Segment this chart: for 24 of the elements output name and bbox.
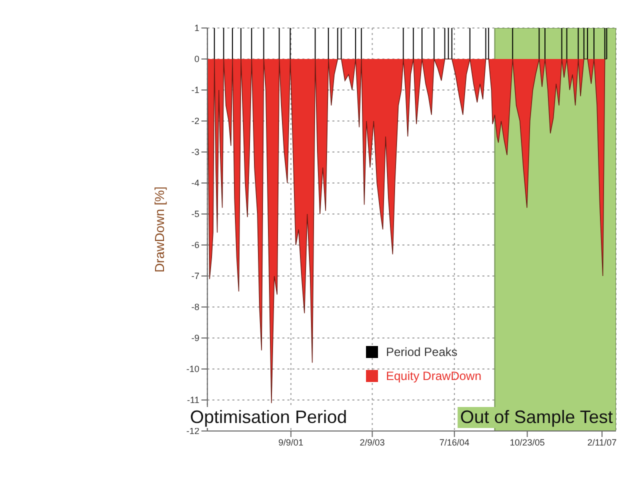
y-tick-label: -5 <box>191 209 200 220</box>
x-tick-label: 7/16/04 <box>439 437 470 448</box>
y-tick-label: -4 <box>191 178 200 188</box>
y-tick-label: -10 <box>186 364 200 374</box>
y-tick-label: -7 <box>191 271 200 282</box>
x-tick-label: 10/23/05 <box>510 437 545 448</box>
y-tick-label: -11 <box>187 395 200 406</box>
x-tick-label: 2/9/03 <box>360 437 385 448</box>
y-tick-label: -2 <box>191 116 200 126</box>
annotation: Optimisation Period <box>186 407 350 428</box>
y-tick-label: -8 <box>191 302 200 312</box>
y-tick-label: -1 <box>191 85 200 96</box>
y-tick-label: 0 <box>194 54 200 64</box>
y-tick-label: -3 <box>191 147 200 158</box>
x-tick-label: 2/11/07 <box>587 437 617 448</box>
legend-label: Period Peaks <box>386 344 458 361</box>
y-tick-label: 1 <box>194 23 200 34</box>
y-axis-title: DrawDown [%] <box>152 186 167 272</box>
x-tick-label: 9/9/01 <box>278 437 304 448</box>
y-tick-label: -9 <box>191 333 200 344</box>
band-label: Out of Sample Test <box>458 407 615 428</box>
legend-label: Equity DrawDown <box>386 368 482 385</box>
y-tick-label: -12 <box>186 426 200 436</box>
y-tick-label: -6 <box>191 240 200 250</box>
